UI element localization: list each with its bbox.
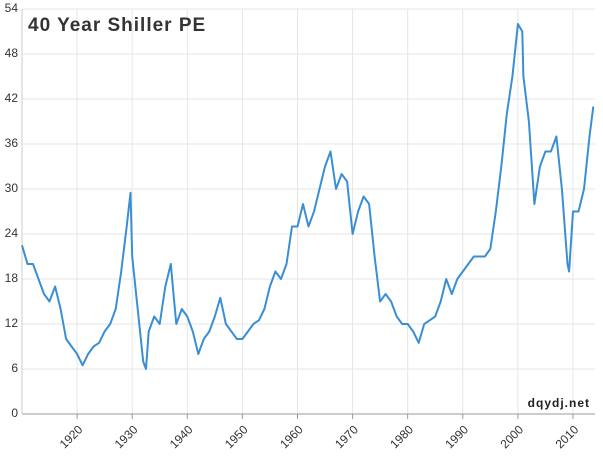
x-tick-label: 1950 [222, 422, 251, 451]
y-tick-label: 12 [5, 316, 19, 330]
x-tick-label: 1930 [112, 422, 141, 451]
y-tick-label: 54 [5, 1, 19, 15]
x-tick-label: 2010 [553, 422, 582, 451]
x-tick-label: 2000 [497, 422, 526, 451]
watermark: dqydj.net [528, 396, 590, 410]
y-tick-label: 0 [11, 406, 18, 420]
y-tick-label: 36 [5, 136, 19, 150]
x-tick-label: 1920 [57, 422, 86, 451]
y-tick-label: 42 [5, 91, 19, 105]
chart-title: 40 Year Shiller PE [28, 15, 206, 36]
x-tick-label: 1970 [332, 422, 361, 451]
y-tick-label: 24 [5, 226, 19, 240]
y-tick-label: 48 [5, 46, 19, 60]
x-tick-label: 1990 [442, 422, 471, 451]
x-tick-label: 1960 [277, 422, 306, 451]
y-tick-label: 30 [5, 181, 19, 195]
y-tick-label: 6 [11, 361, 18, 375]
x-tick-label: 1940 [167, 422, 196, 451]
x-tick-label: 1980 [387, 422, 416, 451]
line-series [21, 23, 595, 370]
y-tick-label: 18 [5, 271, 19, 285]
